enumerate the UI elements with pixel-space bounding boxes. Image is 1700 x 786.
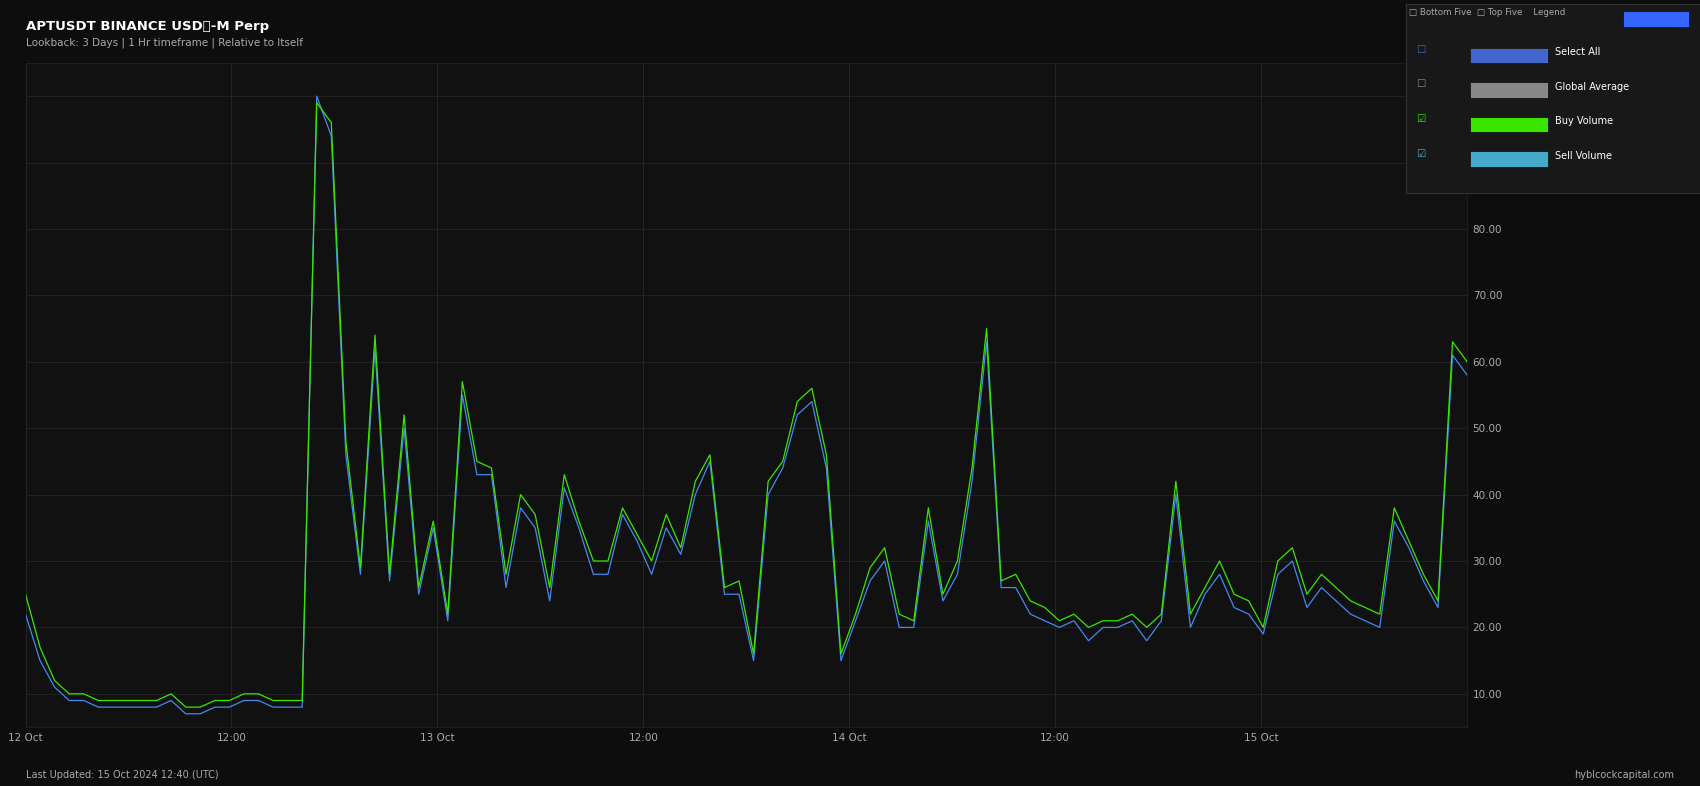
- Text: Global Average: Global Average: [1556, 82, 1630, 92]
- Text: Select All: Select All: [1556, 47, 1601, 57]
- Text: Sell Volume: Sell Volume: [1556, 151, 1613, 161]
- Text: APTUSDT BINANCE USDⓈ-M Perp: APTUSDT BINANCE USDⓈ-M Perp: [26, 20, 269, 33]
- Text: □ Bottom Five  □ Top Five    Legend: □ Bottom Five □ Top Five Legend: [1409, 8, 1566, 17]
- Text: ☑: ☑: [1416, 149, 1425, 159]
- Text: ☑: ☑: [1416, 114, 1425, 124]
- Text: Lookback: 3 Days | 1 Hr timeframe | Relative to Itself: Lookback: 3 Days | 1 Hr timeframe | Rela…: [26, 38, 303, 48]
- Text: Buy Volume: Buy Volume: [1556, 116, 1613, 127]
- Text: ☐: ☐: [1416, 45, 1425, 55]
- Text: hyblcockcapital.com: hyblcockcapital.com: [1574, 769, 1674, 780]
- Text: ☐: ☐: [1416, 79, 1425, 90]
- Text: Last Updated: 15 Oct 2024 12:40 (UTC): Last Updated: 15 Oct 2024 12:40 (UTC): [26, 769, 218, 780]
